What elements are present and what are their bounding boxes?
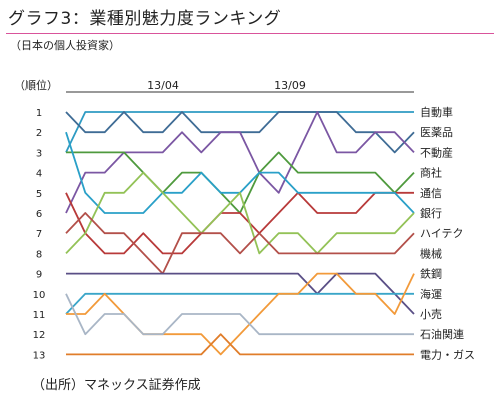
legend-label: ハイテク — [420, 227, 464, 240]
series-line-海運 — [65, 292, 414, 315]
y-tick-label: 3 — [36, 148, 42, 159]
legend-label: 電力・ガス — [420, 348, 475, 361]
legend-label: 海運 — [420, 287, 442, 301]
y-tick-label: 4 — [36, 169, 42, 180]
period-label: 13/09 — [274, 79, 306, 92]
legend-label: 医薬品 — [420, 126, 453, 139]
source-note: （出所）マネックス証券作成 — [32, 378, 201, 393]
legend-label: 小売 — [420, 308, 442, 321]
series-line-石油関連 — [65, 293, 414, 336]
y-tick-label: 13 — [33, 350, 46, 361]
y-axis-title: （順位） — [14, 78, 58, 92]
legend-label: 通信 — [420, 187, 442, 200]
series-line-機械 — [65, 212, 415, 275]
chart-subtitle: （日本の個人投資家） — [10, 39, 120, 52]
legend-label: 機械 — [420, 246, 442, 260]
chart-title: グラフ3：業種別魅力度ランキング — [8, 9, 282, 29]
series-line-ハイテク — [65, 171, 415, 255]
y-tick-label: 10 — [33, 290, 46, 301]
y-tick-label: 9 — [36, 270, 42, 281]
series-line-通信 — [65, 191, 414, 255]
y-tick-label: 1 — [36, 108, 42, 119]
y-tick-label: 5 — [36, 189, 42, 200]
y-tick-label: 11 — [33, 310, 46, 321]
series-lines — [65, 111, 415, 356]
y-tick-label: 7 — [36, 229, 42, 240]
title-divider — [6, 33, 494, 34]
y-tick-label: 8 — [36, 249, 42, 260]
period-label: 13/04 — [147, 79, 179, 92]
series-line-不動産 — [65, 111, 415, 214]
legend-label: 不動産 — [420, 145, 453, 159]
legend-label: 石油関連 — [420, 327, 464, 341]
period-axis: 13/04 13/09 — [66, 79, 414, 93]
y-tick-label: 6 — [36, 209, 42, 220]
y-tick-label: 2 — [36, 128, 42, 139]
legend-label: 銀行 — [420, 206, 442, 220]
legend-label: 自動車 — [420, 105, 453, 119]
legend-label: 鉄鋼 — [420, 267, 442, 281]
series-line-鉄鋼 — [66, 272, 415, 315]
legend-label: 商社 — [420, 166, 442, 180]
y-tick-label: 12 — [33, 330, 46, 341]
series-line-電力・ガス — [66, 333, 414, 356]
series-line-商社 — [66, 151, 415, 214]
